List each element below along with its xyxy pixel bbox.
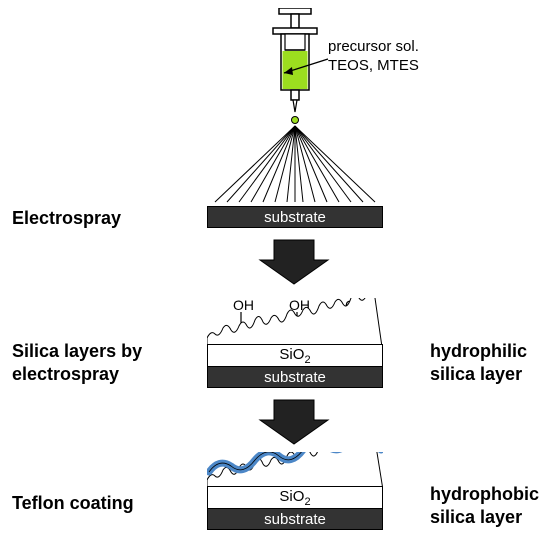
stage2-left-label: Silica layers by electrospray xyxy=(12,340,142,385)
stage3-left-label: Teflon coating xyxy=(12,493,134,514)
stage2-right-label: hydrophilic silica layer xyxy=(430,340,527,385)
stage2-sio2: SiO2 xyxy=(207,344,383,366)
stage3-sio2: SiO2 xyxy=(207,486,383,508)
stage1-left-label: Electrospray xyxy=(12,208,121,229)
stage3-sio2-label: SiO2 xyxy=(279,488,310,508)
stage2-substrate-label: substrate xyxy=(264,369,326,386)
annotation-line2: TEOS, MTES xyxy=(328,57,419,76)
oh-1: OH xyxy=(233,298,254,313)
stage3-teflon-surface xyxy=(207,452,383,490)
stage3-right-label: hydrophobic silica layer xyxy=(430,483,539,528)
stage3-substrate-label: substrate xyxy=(264,511,326,528)
annotation-line1: precursor sol. xyxy=(328,38,419,57)
stage2-sio2-label: SiO2 xyxy=(279,346,310,366)
stage2-substrate: substrate xyxy=(207,366,383,388)
stage1-substrate: substrate xyxy=(207,206,383,228)
spray-fan xyxy=(207,124,383,206)
precursor-annotation: precursor sol. TEOS, MTES xyxy=(328,38,419,76)
stage3-substrate: substrate xyxy=(207,508,383,530)
stage1-substrate-label: substrate xyxy=(264,209,326,226)
arrow-2 xyxy=(258,398,330,446)
arrow-1 xyxy=(258,238,330,286)
